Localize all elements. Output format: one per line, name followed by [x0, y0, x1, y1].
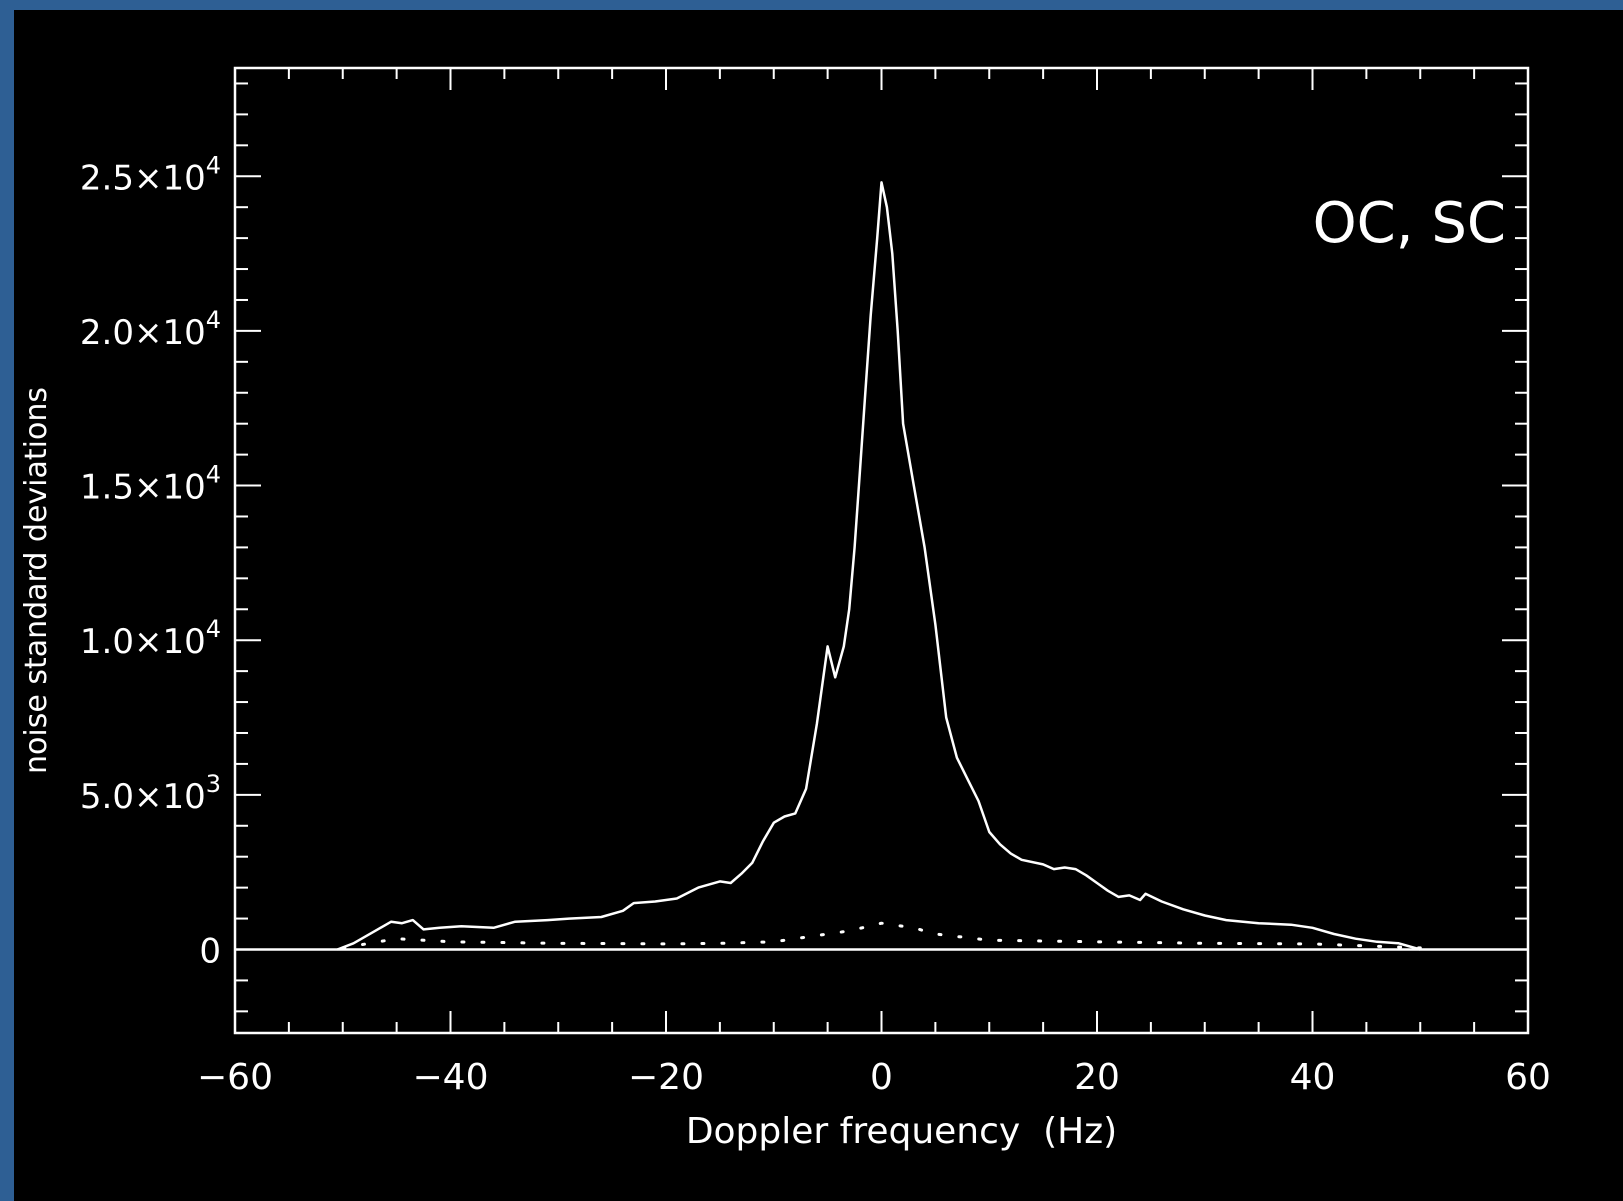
y-tick-label: 1.0×104	[80, 615, 221, 662]
y-tick-label: 0	[199, 931, 221, 971]
x-tick-label: 0	[870, 1057, 893, 1098]
x-tick-label: −20	[628, 1057, 704, 1098]
y-tick-label: 2.0×104	[80, 306, 221, 353]
series-layer	[336, 181, 1422, 951]
y-tick-labels: 0 5.0×103 1.0×104 1.5×104 2.0×104 2.5×104	[80, 151, 221, 971]
x-tick-label: −60	[197, 1057, 273, 1098]
y-axis-label: noise standard deviations	[19, 387, 54, 774]
noise-series-line	[341, 921, 1422, 950]
x-tick-label: 40	[1290, 1057, 1336, 1098]
x-tick-labels: −60 −40 −20 0 20 40 60	[197, 1057, 1551, 1098]
polarization-annotation: OC, SC	[1313, 191, 1506, 256]
x-tick-label: −40	[413, 1057, 489, 1098]
x-axis-label: Doppler frequency (Hz)	[686, 1111, 1117, 1152]
spectrum-chart: −60 −40 −20 0 20 40 60 0 5.0×103 1.0×104 1.5×104 2…	[19, 66, 1551, 1152]
y-tick-label: 2.5×104	[80, 151, 221, 198]
y-tick-label: 1.5×104	[80, 461, 221, 508]
echo-spectrum-line	[336, 181, 1421, 951]
x-tick-label: 20	[1074, 1057, 1120, 1098]
plot-frame: −60 −40 −20 0 20 40 60 0 5.0×103 1.0×104 1.5×104 2…	[14, 10, 1623, 1201]
axis-ticks	[234, 68, 1529, 1033]
y-tick-label: 5.0×103	[80, 770, 221, 817]
x-tick-label: 60	[1505, 1057, 1551, 1098]
